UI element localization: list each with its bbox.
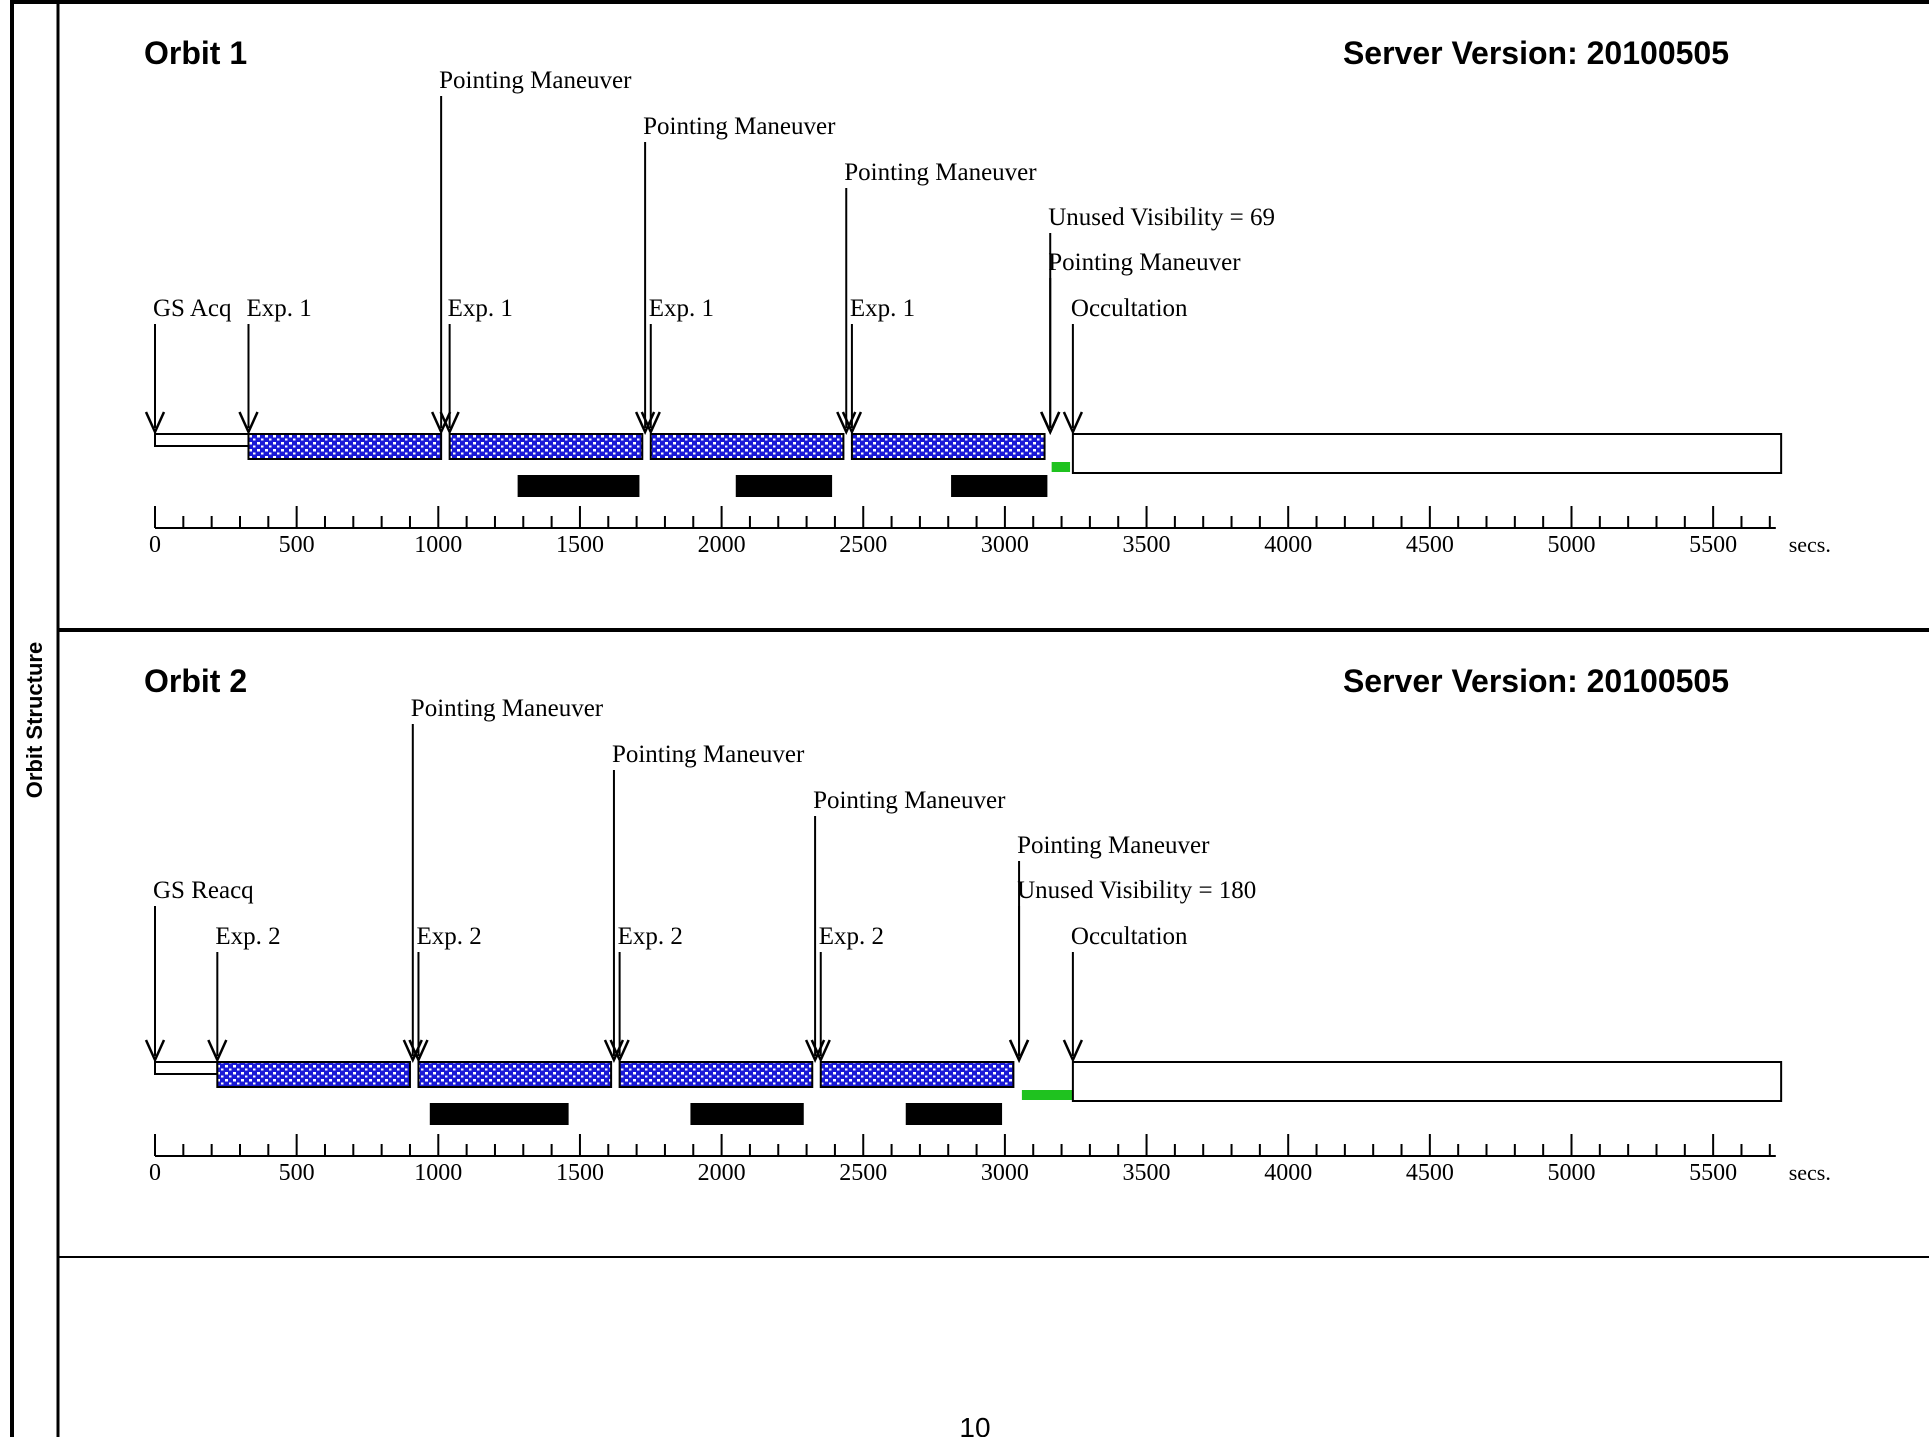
- marker-label: Occultation: [1071, 923, 1188, 950]
- axis-tick-label: 2000: [698, 532, 746, 558]
- marker-label: Pointing Maneuver: [439, 67, 632, 94]
- marker-label: Exp. 1: [246, 295, 311, 322]
- marker-arrow-icon: [1008, 1039, 1030, 1064]
- exposure-block-3: [649, 433, 845, 460]
- axis-tick-label: 3500: [1123, 1160, 1171, 1186]
- acquisition-span: [154, 433, 250, 447]
- black-bar-3: [951, 475, 1048, 497]
- axis-tick-label: 5000: [1548, 532, 1596, 558]
- occultation-block: [1071, 433, 1783, 474]
- axis-tick-label: 1000: [414, 1160, 462, 1186]
- marker-label: Occultation: [1071, 295, 1188, 322]
- axis-tick-label: 0: [149, 532, 161, 558]
- marker-label: Exp. 2: [215, 923, 280, 950]
- axis-tick-label: 5500: [1689, 532, 1737, 558]
- axis-tick-label: 1500: [556, 532, 604, 558]
- marker-label: Pointing Maneuver: [643, 113, 836, 140]
- marker-arrow-icon: [1062, 1039, 1084, 1064]
- marker-arrow-icon: [1040, 411, 1061, 436]
- exposure-block-4: [850, 433, 1046, 460]
- marker-label: Exp. 2: [416, 923, 481, 950]
- black-bar-1: [517, 475, 640, 497]
- marker-label: GS Acq: [153, 295, 232, 322]
- marker-label: Pointing Maneuver: [1017, 832, 1210, 859]
- axis-unit-label: secs.: [1789, 1160, 1831, 1185]
- axis-tick-label: 2500: [839, 1160, 887, 1186]
- marker-label: Pointing Maneuver: [813, 787, 1006, 814]
- axis-tick-label: 1500: [556, 1160, 604, 1186]
- axis-tick-label: 3500: [1123, 532, 1171, 558]
- axis-tick-label: 1000: [414, 532, 462, 558]
- exposure-block-1: [216, 1061, 411, 1088]
- marker-arrow-icon: [430, 411, 452, 436]
- axis-tick-label: 500: [279, 1160, 315, 1186]
- marker-label: Unused Visibility = 69: [1048, 204, 1275, 231]
- exposure-block-2: [448, 433, 644, 460]
- black-bar-1: [429, 1103, 569, 1125]
- marker-label: Unused Visibility = 180: [1017, 877, 1256, 904]
- marker-label: Exp. 1: [448, 295, 513, 322]
- orbit-title: Orbit 2: [144, 663, 247, 699]
- axis-tick-label: 4000: [1264, 1160, 1312, 1186]
- axis-tick-label: 3000: [981, 1160, 1029, 1186]
- marker-arrow-icon: [207, 1039, 228, 1064]
- marker-label: Pointing Maneuver: [612, 741, 805, 768]
- axis-tick-label: 0: [149, 1160, 161, 1186]
- unused-visibility-bar: [1051, 462, 1071, 472]
- marker-label: Exp. 2: [618, 923, 683, 950]
- marker-arrow-icon: [144, 1039, 166, 1064]
- marker-label: Pointing Maneuver: [844, 159, 1037, 186]
- unused-visibility-bar: [1021, 1090, 1073, 1100]
- axis-tick-label: 4500: [1406, 1160, 1454, 1186]
- marker-arrow-icon: [439, 411, 460, 436]
- exposure-block-3: [618, 1061, 814, 1088]
- marker-label: Pointing Maneuver: [1048, 249, 1241, 276]
- marker-label: GS Reacq: [153, 877, 254, 904]
- marker-label: Exp. 1: [649, 295, 714, 322]
- acquisition-span: [154, 1061, 219, 1075]
- axis-tick-label: 3000: [981, 532, 1029, 558]
- exposure-block-4: [819, 1061, 1015, 1088]
- side-label: Orbit Structure: [22, 642, 47, 798]
- marker-arrow-icon: [609, 1039, 630, 1064]
- axis-tick-label: 4000: [1264, 532, 1312, 558]
- marker-arrow-icon: [640, 411, 661, 436]
- marker-label: Exp. 2: [819, 923, 884, 950]
- orbit-panel-2: Orbit 2 Server Version: 20100505 GS Reac…: [144, 663, 1831, 1186]
- marker-arrow-icon: [810, 1039, 831, 1064]
- marker-arrow-icon: [841, 411, 863, 436]
- black-bar-3: [905, 1103, 1003, 1125]
- occultation-block: [1071, 1061, 1783, 1102]
- black-bar-2: [735, 475, 833, 497]
- axis-tick-label: 500: [279, 532, 315, 558]
- axis-tick-label: 2500: [839, 532, 887, 558]
- marker-label: Exp. 1: [850, 295, 915, 322]
- server-version: Server Version: 20100505: [1343, 663, 1729, 699]
- black-bar-2: [690, 1103, 804, 1125]
- server-version: Server Version: 20100505: [1343, 35, 1729, 71]
- axis-tick-label: 2000: [698, 1160, 746, 1186]
- axis-tick-label: 5000: [1548, 1160, 1596, 1186]
- exposure-block-1: [247, 433, 443, 460]
- axis-tick-label: 4500: [1406, 532, 1454, 558]
- marker-arrow-icon: [1062, 411, 1084, 436]
- page-number: 10: [959, 1412, 990, 1437]
- marker-arrow-icon: [144, 411, 166, 436]
- exposure-block-2: [417, 1061, 613, 1088]
- marker-label: Pointing Maneuver: [411, 695, 604, 722]
- axis-unit-label: secs.: [1789, 532, 1831, 557]
- marker-arrow-icon: [408, 1039, 429, 1064]
- orbit-panel-1: Orbit 1 Server Version: 20100505 GS Acq E…: [144, 35, 1831, 558]
- marker-arrow-icon: [238, 411, 259, 436]
- orbit-title: Orbit 1: [144, 35, 247, 71]
- axis-tick-label: 5500: [1689, 1160, 1737, 1186]
